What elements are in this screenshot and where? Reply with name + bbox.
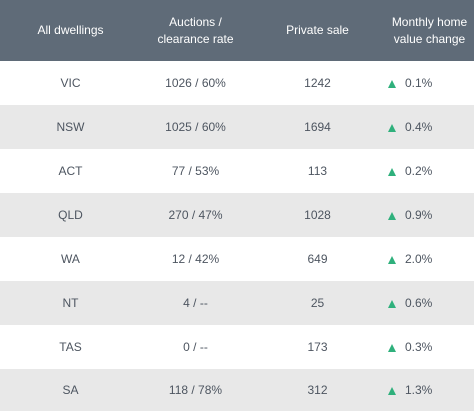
private-sale-cell: 1242 bbox=[304, 76, 331, 90]
table-header: All dwellings Auctions / clearance rate … bbox=[0, 0, 474, 61]
auctions-cell: 1026 / 60% bbox=[165, 76, 226, 90]
table-row: TAS 0 / -- 173 0.3% bbox=[0, 325, 474, 369]
value-change-cell: 0.2% bbox=[385, 164, 474, 178]
value-change-cell: 0.1% bbox=[385, 76, 474, 90]
value-change-cell: 0.4% bbox=[385, 120, 474, 134]
triangle-up-icon bbox=[388, 300, 396, 308]
state-cell: SA bbox=[62, 383, 79, 397]
header-value-change: Monthly home value change bbox=[385, 14, 474, 48]
state-cell: NT bbox=[62, 296, 79, 310]
auctions-cell: 77 / 53% bbox=[171, 164, 220, 178]
state-cell: NSW bbox=[56, 120, 85, 134]
value-change-text: 1.3% bbox=[405, 383, 433, 397]
value-change-text: 2.0% bbox=[405, 252, 433, 266]
header-auctions-line2: clearance rate bbox=[157, 31, 234, 46]
auctions-cell: 0 / -- bbox=[183, 340, 208, 354]
auctions-cell: 270 / 47% bbox=[168, 208, 223, 222]
header-all-dwellings: All dwellings bbox=[37, 23, 104, 37]
triangle-up-icon bbox=[388, 212, 396, 220]
state-cell: QLD bbox=[58, 208, 83, 222]
auctions-cell: 12 / 42% bbox=[171, 252, 220, 266]
state-cell: WA bbox=[61, 252, 80, 266]
table-row: QLD 270 / 47% 1028 0.9% bbox=[0, 193, 474, 237]
table-row: SA 118 / 78% 312 1.3% bbox=[0, 369, 474, 411]
value-change-cell: 2.0% bbox=[385, 252, 474, 266]
triangle-up-icon bbox=[388, 124, 396, 132]
auctions-cell: 118 / 78% bbox=[168, 383, 223, 397]
value-change-cell: 0.9% bbox=[385, 208, 474, 222]
state-cell: VIC bbox=[60, 76, 81, 90]
private-sale-cell: 1694 bbox=[304, 120, 331, 134]
value-change-text: 0.3% bbox=[405, 340, 433, 354]
header-value-change-line2: value change bbox=[393, 31, 466, 46]
private-sale-cell: 25 bbox=[310, 296, 325, 310]
table-row: NSW 1025 / 60% 1694 0.4% bbox=[0, 105, 474, 149]
triangle-up-icon bbox=[388, 256, 396, 264]
table-row: VIC 1026 / 60% 1242 0.1% bbox=[0, 61, 474, 105]
value-change-cell: 1.3% bbox=[385, 383, 474, 397]
triangle-up-icon bbox=[388, 387, 396, 395]
state-cell: ACT bbox=[58, 164, 83, 178]
value-change-text: 0.9% bbox=[405, 208, 433, 222]
auctions-cell: 1025 / 60% bbox=[165, 120, 226, 134]
triangle-up-icon bbox=[388, 168, 396, 176]
table-row: NT 4 / -- 25 0.6% bbox=[0, 281, 474, 325]
private-sale-cell: 1028 bbox=[304, 208, 331, 222]
value-change-cell: 0.3% bbox=[385, 340, 474, 354]
triangle-up-icon bbox=[388, 80, 396, 88]
header-auctions-line1: Auctions / bbox=[169, 14, 222, 29]
private-sale-cell: 649 bbox=[307, 252, 328, 266]
triangle-up-icon bbox=[388, 344, 396, 352]
header-private-sale: Private sale bbox=[286, 23, 349, 37]
table-row: WA 12 / 42% 649 2.0% bbox=[0, 237, 474, 281]
private-sale-cell: 113 bbox=[307, 164, 328, 178]
auctions-cell: 4 / -- bbox=[183, 296, 208, 310]
value-change-text: 0.6% bbox=[405, 296, 433, 310]
state-cell: TAS bbox=[59, 340, 82, 354]
header-value-change-line1: Monthly home bbox=[391, 14, 468, 29]
value-change-text: 0.1% bbox=[405, 76, 433, 90]
private-sale-cell: 312 bbox=[307, 383, 328, 397]
table-row: ACT 77 / 53% 113 0.2% bbox=[0, 149, 474, 193]
value-change-text: 0.2% bbox=[405, 164, 433, 178]
private-sale-cell: 173 bbox=[307, 340, 328, 354]
header-auctions: Auctions / clearance rate bbox=[141, 14, 250, 48]
value-change-cell: 0.6% bbox=[385, 296, 474, 310]
value-change-text: 0.4% bbox=[405, 120, 433, 134]
